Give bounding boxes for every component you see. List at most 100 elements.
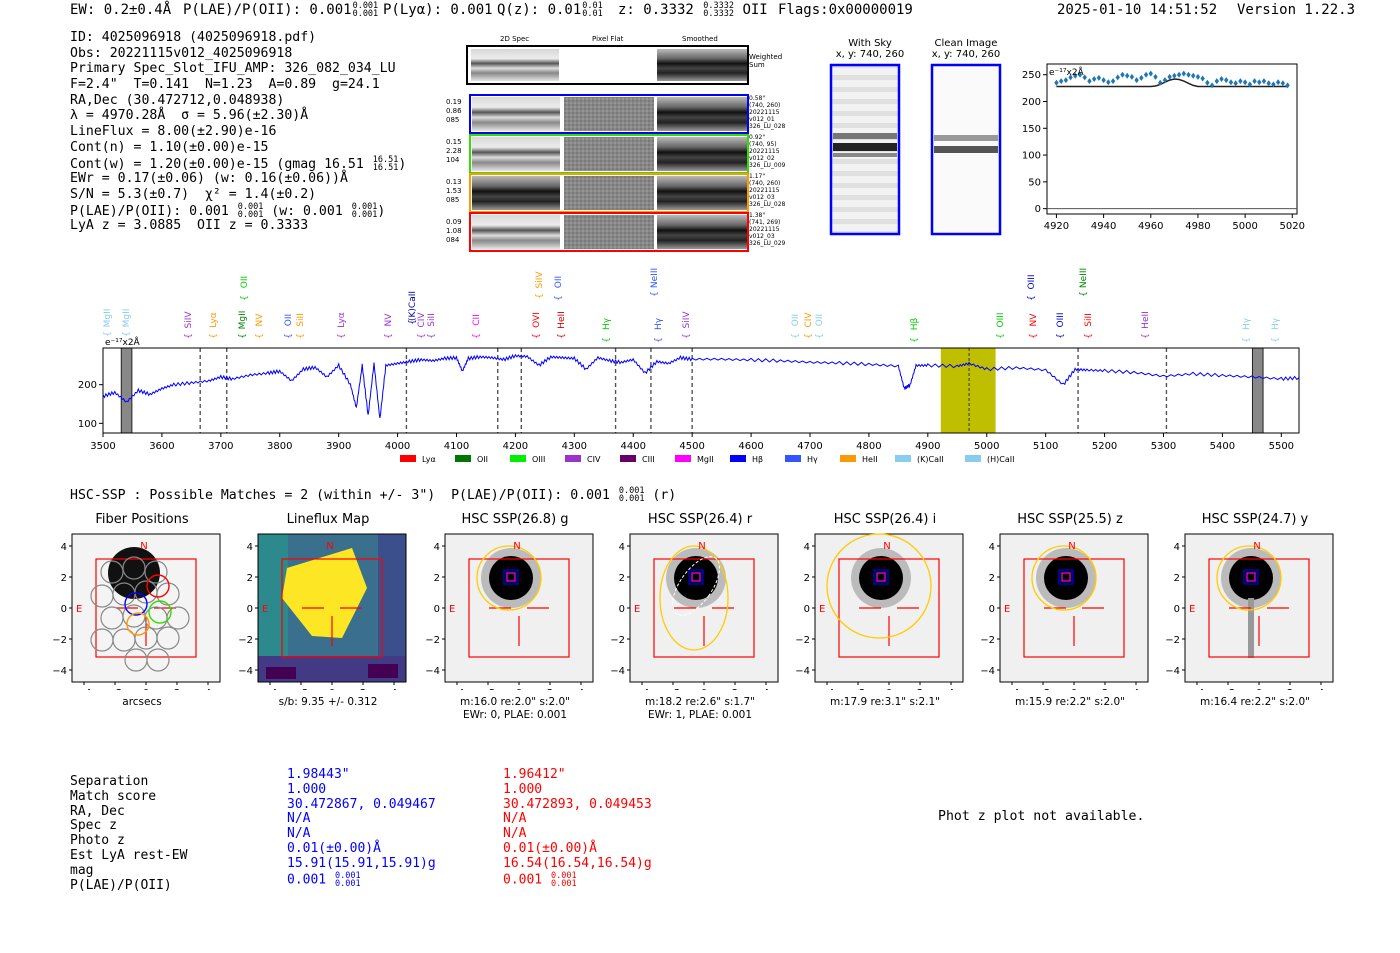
- info-plae-w-frac: 0.001 0.001: [352, 202, 378, 219]
- header-version: Version 1.22.3: [1237, 2, 1356, 18]
- east-label: E: [1189, 604, 1195, 615]
- match-label-2: RA, Dec: [70, 803, 125, 819]
- legend-label: OIII: [532, 455, 545, 464]
- match-2-value-7: 0.001 0.001 0.001: [503, 871, 652, 889]
- panel-title: HSC SSP(26.4) r: [647, 512, 753, 527]
- row3-left-label: 0.13 1.53 085: [446, 178, 462, 204]
- line-id-bracket: {: [791, 333, 801, 339]
- header-timestamp: 2025-01-10 14:51:52: [1057, 2, 1218, 18]
- hsc-summary: HSC-SSP : Possible Matches = 2 (within +…: [70, 487, 676, 504]
- panel-ytick: −4: [238, 666, 253, 677]
- panel-image: N E 4 2 0 −2 −4 −4 −2 0 2 4: [238, 533, 407, 690]
- north-label: N: [883, 541, 890, 552]
- spectrum-xtick: 3800: [267, 441, 292, 452]
- info-contn: Cont(n) = 1.10(±0.00)e-15: [70, 139, 269, 155]
- match-label-0: Separation: [70, 774, 149, 789]
- header-plae-value: P(LAE)/P(OII): 0.001: [183, 2, 352, 18]
- zoom-xtick: 4980: [1185, 221, 1210, 230]
- panel-ytick: 0: [247, 604, 253, 615]
- panel-xtick: −2: [666, 688, 681, 690]
- panel-ytick: 0: [804, 604, 810, 615]
- north-label: N: [326, 541, 333, 552]
- panel-ytick: 2: [61, 573, 67, 584]
- zoom-point: [1106, 79, 1111, 86]
- line-id-bracket: {: [910, 337, 920, 343]
- sky-cutouts: [829, 63, 1002, 236]
- spectrum-xtick: 4500: [679, 441, 704, 452]
- north-label: N: [140, 541, 147, 552]
- line-id-text: NeIII: [1079, 268, 1089, 288]
- panel-xtick: 4: [948, 688, 954, 690]
- line-id-bracket: {: [654, 337, 664, 343]
- line-id-label: HeII {: [1141, 311, 1151, 339]
- line-id-label: NV {: [255, 313, 265, 339]
- line-id-text: Hγ: [1271, 317, 1281, 330]
- line-id-label: OIII {: [1056, 312, 1066, 338]
- line-id-text: SiII: [427, 313, 437, 327]
- line-id-text: OIII: [996, 312, 1006, 327]
- line-id-bracket: {: [1141, 333, 1151, 339]
- east-label: E: [634, 604, 640, 615]
- line-id-bracket: {: [532, 333, 542, 339]
- zoom-chart: 4920 4940 4960 4980 5000 5020 250 200 150 100 50 0 e…: [1022, 63, 1305, 230]
- legend-label: OII: [477, 455, 488, 464]
- zoom-point: [1172, 72, 1177, 79]
- zoom-point: [1176, 71, 1182, 78]
- line-id-label: (K)CaII{: [408, 291, 418, 325]
- info-contw-frac: 16.51 16.51: [373, 155, 399, 172]
- panel-xtick: 4: [1133, 688, 1139, 690]
- info-plae-text: P(LAE)/P(OII): 0.001: [70, 203, 229, 219]
- zoom-ytick: 200: [1022, 97, 1041, 108]
- match-label-3: Spec z: [70, 818, 117, 834]
- info-lineflux: LineFlux = 8.00(±2.90)e-16: [70, 124, 277, 140]
- panel-title: HSC SSP(25.5) z: [1017, 512, 1123, 527]
- info-plae-w-close: ): [377, 203, 386, 219]
- line-id-text: HeII: [1141, 311, 1151, 329]
- zoom-point: [1181, 70, 1186, 77]
- panel-xtick: −4: [263, 688, 278, 690]
- panel-ytick: 4: [61, 542, 67, 553]
- panel-ytick: −4: [52, 666, 67, 677]
- legend-label: CIV: [587, 455, 601, 464]
- panel-ytick: −2: [425, 635, 440, 646]
- legend-label: Hβ: [752, 455, 763, 464]
- panel-xtick: 0: [886, 688, 892, 690]
- spectrum-chart: 3500 3600 3700 3800 3900 4000 4100 4200 4300 4400…: [78, 268, 1300, 464]
- legend-swatch: [895, 455, 911, 462]
- match-2-value-0: 1.96412": [503, 767, 566, 782]
- panel-caption: s/b: 9.35 +/- 0.312: [278, 696, 378, 708]
- info-contw-close: ): [398, 156, 407, 172]
- line-id-label: Hγ {: [1242, 317, 1252, 343]
- zoom-point: [1214, 78, 1220, 85]
- legend-swatch: [730, 455, 746, 462]
- zoom-point: [1200, 75, 1205, 82]
- line-id-bracket: {: [337, 333, 347, 339]
- east-label: E: [76, 604, 82, 615]
- panel-title: HSC SSP(26.8) g: [461, 512, 569, 527]
- legend-label: Lyα: [422, 455, 436, 464]
- spectrum-xtick: 3600: [149, 441, 174, 452]
- panel-xtick: −4: [450, 688, 465, 690]
- line-id-label: CIV {: [417, 312, 427, 339]
- panel-ytick: 2: [989, 573, 995, 584]
- line-window-band: [940, 348, 996, 433]
- line-id-text: Hβ: [910, 317, 920, 330]
- zoom-xtick: 5000: [1232, 221, 1257, 230]
- match-2-plae-lo: 0.001: [550, 878, 577, 889]
- spectrum-unit-label: e⁻¹⁷x2Å: [105, 336, 141, 348]
- zoom-point: [1205, 79, 1210, 86]
- zoom-point: [1195, 73, 1201, 80]
- panel-title: Fiber Positions: [95, 512, 189, 527]
- panel-ytick: −2: [980, 635, 995, 646]
- north-label: N: [513, 541, 520, 552]
- line-id-bracket: {: [296, 333, 306, 339]
- zoom-point: [1087, 78, 1092, 85]
- info-contw: Cont(w) = 1.20(±0.00)e-15 (gmag 16.51 16…: [70, 155, 407, 172]
- header-plya: P(Lyα): 0.001: [383, 2, 493, 18]
- line-id-text: NV: [1029, 313, 1039, 327]
- line-id-bracket: {: [238, 333, 248, 339]
- line-id-text: NV: [255, 313, 265, 327]
- row2-left-label: 0.15 2.28 104: [446, 138, 462, 164]
- panel-xtick: −4: [1190, 688, 1205, 690]
- line-id-label: Hγ {: [602, 317, 612, 343]
